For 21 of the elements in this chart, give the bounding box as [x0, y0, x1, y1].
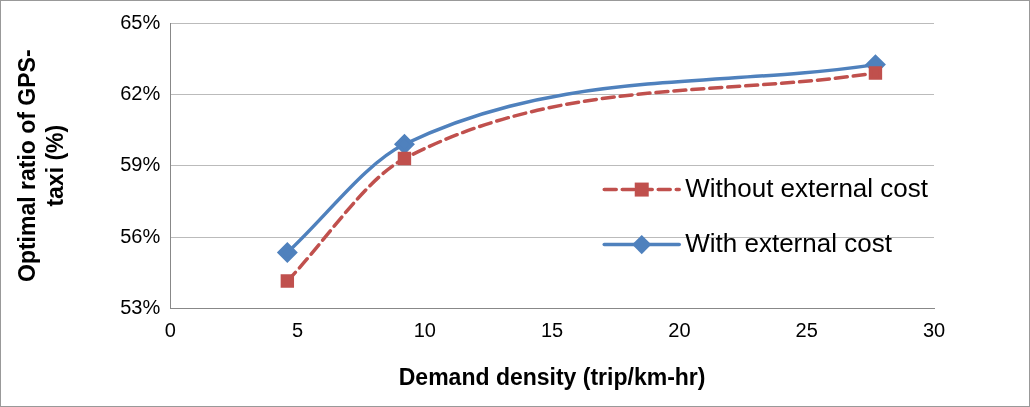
x-tick-label: 10	[413, 318, 436, 341]
point	[277, 242, 298, 263]
y-tick-label: 59%	[120, 153, 161, 176]
legend-label: Without external cost	[685, 172, 929, 203]
y-axis-title: Optimal ratio of GPS-taxi (%)	[14, 49, 68, 282]
point	[280, 274, 295, 288]
point	[868, 66, 883, 80]
y-tick-label: 62%	[120, 81, 161, 104]
y-tick-label: 56%	[120, 224, 161, 247]
x-tick-label: 30	[922, 318, 946, 341]
x-tick-label: 20	[668, 318, 691, 341]
x-tick-label: 5	[291, 318, 304, 341]
y-tick-label: 53%	[120, 295, 161, 318]
legend-label: With external cost	[685, 227, 893, 258]
x-tick-label: 0	[164, 318, 176, 341]
x-tick-label: 15	[540, 318, 564, 341]
point	[394, 134, 415, 155]
x-axis-title: Demand density (trip/km-hr)	[398, 363, 706, 390]
y-tick-label: 65%	[120, 10, 161, 33]
point	[397, 151, 412, 166]
x-tick-label: 25	[795, 318, 818, 341]
